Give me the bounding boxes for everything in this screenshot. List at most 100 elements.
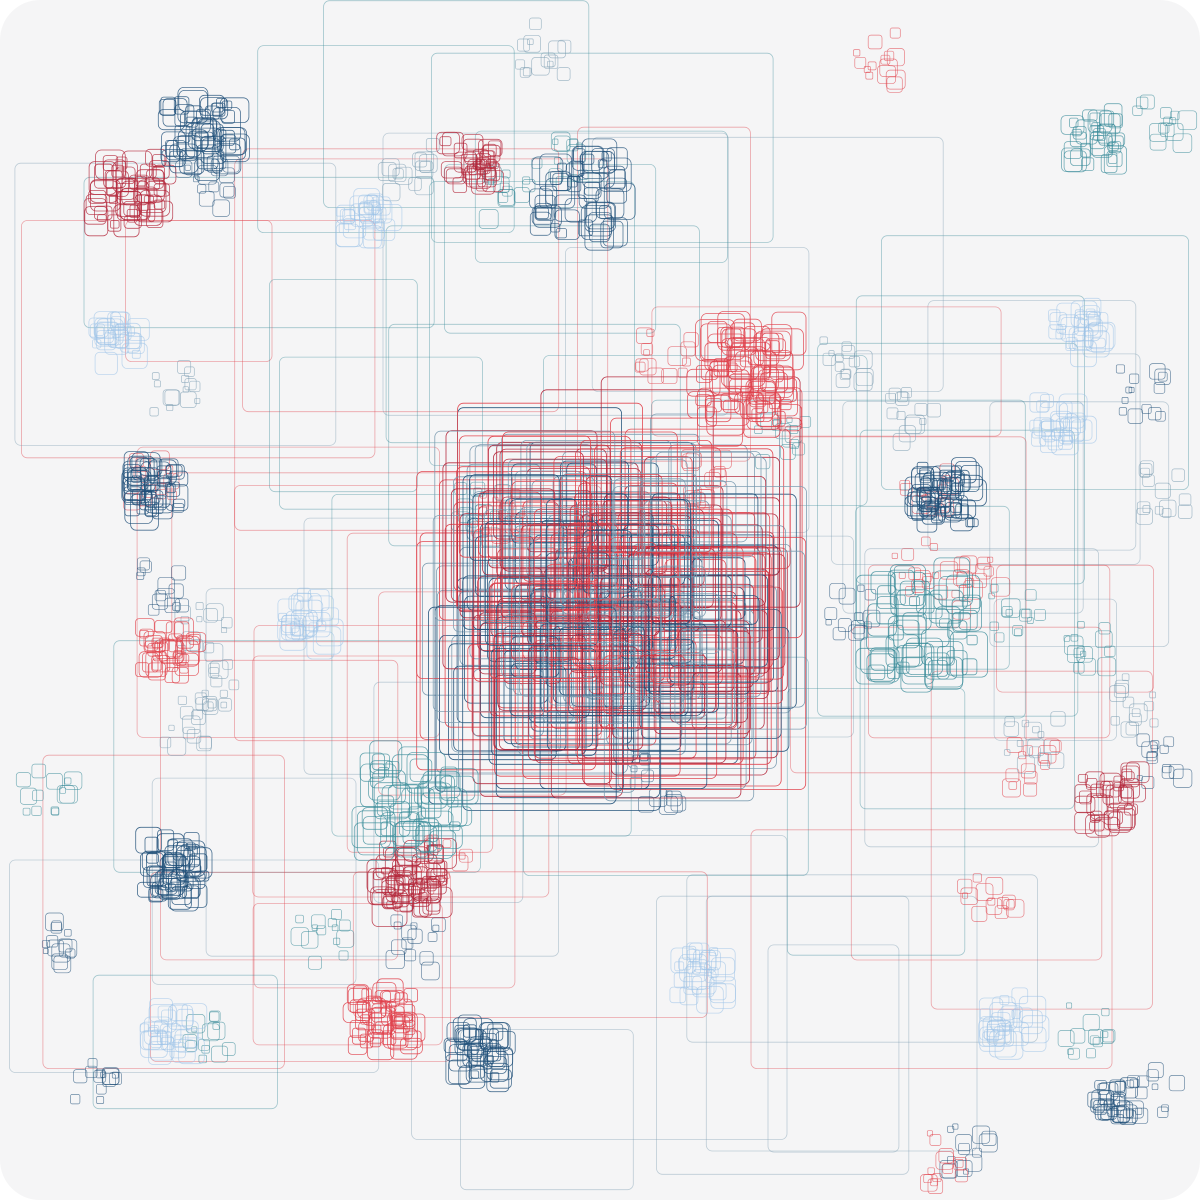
left-red-cluster-rect — [135, 662, 150, 677]
top-center-navy-cluster-rect — [531, 206, 554, 225]
upper-right-red-cluster-rect — [722, 399, 740, 413]
central-dense-cluster-rect — [664, 559, 727, 627]
top-center-navy-cluster-rect — [580, 204, 612, 240]
bottom-navy-cluster-rect — [467, 1044, 483, 1060]
bottom-red-cluster-rect — [370, 1006, 397, 1035]
light-blue-haze-rect — [339, 208, 355, 224]
central-dense-cluster-rect — [567, 522, 679, 641]
background-frame — [786, 688, 966, 956]
top-center-navy-cluster-rect — [554, 209, 580, 240]
light-blue-haze-rect — [288, 595, 304, 611]
light-blue-haze-rect — [708, 948, 736, 975]
scattered-small-rect — [1154, 482, 1171, 499]
background-frame — [171, 472, 513, 643]
scattered-small-rect — [1149, 691, 1156, 699]
background-frame — [817, 342, 1079, 717]
left-navy-cluster-rect — [151, 503, 174, 520]
scattered-small-rect — [1014, 628, 1022, 637]
scattered-small-rect — [208, 662, 220, 674]
scattered-small-rect — [172, 602, 181, 611]
scattered-small-rect — [1160, 107, 1172, 120]
scattered-small-rect — [1008, 781, 1018, 790]
top-left-navy-cluster-rect — [211, 143, 242, 175]
scattered-small-rect — [1151, 1083, 1159, 1091]
scattered-small-rect — [543, 54, 559, 70]
scattered-small-rect — [210, 675, 223, 688]
scattered-small-rect — [32, 789, 44, 802]
scattered-small-rect — [184, 378, 197, 391]
bottom-right-navy-cluster-rect — [1097, 1083, 1109, 1095]
light-blue-haze-rect — [181, 1003, 208, 1029]
upper-right-red-cluster-rect — [709, 360, 730, 378]
scattered-small-rect — [180, 615, 189, 625]
top-right-teal-cluster-rect — [1069, 131, 1088, 148]
bottom-right-red-cluster-rect — [1089, 815, 1101, 823]
scattered-small-rect — [883, 50, 895, 62]
top-right-teal-cluster-rect — [1103, 145, 1127, 175]
left-navy-cluster-rect — [121, 469, 152, 503]
scattered-small-rect — [531, 57, 550, 76]
right-teal-cluster-rect — [946, 650, 968, 676]
top-center-navy-cluster-rect — [584, 181, 601, 196]
light-blue-haze-rect — [710, 983, 736, 1009]
scattered-small-rect — [851, 620, 866, 635]
light-blue-haze-rect — [111, 311, 127, 328]
scattered-small-rect — [201, 698, 219, 715]
upper-right-red-cluster-rect — [743, 398, 781, 438]
scattered-small-rect — [1005, 609, 1013, 617]
scattered-small-rect — [1142, 474, 1155, 487]
bottom-right-red-cluster-rect — [1085, 814, 1111, 838]
scattered-small-rect — [888, 387, 902, 401]
scattered-small-rect — [855, 368, 874, 387]
central-dense-cluster-rect — [477, 576, 551, 651]
background-frame — [686, 874, 1038, 1043]
scattered-small-rect — [658, 795, 678, 815]
scattered-small-rect — [168, 583, 184, 599]
top-center-navy-cluster-rect — [539, 185, 558, 209]
light-blue-haze-rect — [1072, 330, 1092, 350]
light-blue-haze-rect — [1038, 420, 1065, 447]
scattered-small-rect — [1049, 740, 1062, 753]
scattered-small-rect — [904, 416, 922, 434]
top-left-red-cluster-rect — [123, 200, 142, 217]
upper-right-red-cluster-rect — [726, 346, 767, 393]
light-blue-haze-rect — [343, 217, 356, 231]
bottom-navy-cluster-rect — [457, 1043, 478, 1068]
scattered-small-rect — [913, 570, 931, 588]
light-blue-haze-rect — [121, 342, 148, 369]
lower-center-teal-cluster-rect — [440, 766, 458, 788]
lower-center-teal-cluster-rect — [389, 802, 422, 827]
right-teal-cluster-rect — [870, 649, 897, 671]
central-dense-cluster-rect — [654, 661, 708, 718]
bottom-right-navy-cluster-rect — [1109, 1081, 1127, 1097]
lower-center-red-cluster-rect — [380, 867, 391, 875]
left-navy-cluster-rect — [136, 499, 149, 515]
light-blue-haze-rect — [673, 972, 691, 989]
scattered-small-rect — [162, 389, 180, 406]
top-right-teal-cluster-rect — [1089, 112, 1102, 127]
light-blue-haze-rect — [1031, 431, 1047, 447]
lower-left-navy-cluster-rect — [148, 885, 168, 902]
top-center-navy-cluster-rect — [584, 201, 616, 232]
background-frame — [382, 132, 729, 416]
light-blue-haze-rect — [1055, 418, 1071, 433]
light-blue-haze-rect — [1021, 1026, 1047, 1052]
central-dense-cluster-rect — [650, 570, 772, 684]
light-blue-haze-rect — [978, 1019, 1006, 1047]
scattered-small-rect — [636, 327, 653, 344]
scattered-small-rect — [1002, 778, 1021, 798]
scattered-small-rect — [1114, 679, 1130, 694]
central-dense-cluster-rect — [674, 649, 735, 725]
scattered-small-rect — [1141, 403, 1152, 414]
light-blue-haze-rect — [978, 997, 1004, 1022]
scattered-small-rect — [1001, 598, 1021, 618]
scattered-small-rect — [192, 708, 204, 720]
scattered-small-rect — [1047, 752, 1065, 770]
left-red-cluster-rect — [185, 632, 207, 652]
light-blue-haze-rect — [687, 961, 701, 975]
right-teal-cluster-rect — [889, 564, 926, 609]
scattered-small-rect — [497, 192, 509, 203]
upper-right-red-cluster-rect — [775, 377, 797, 403]
scattered-small-rect — [31, 763, 47, 779]
